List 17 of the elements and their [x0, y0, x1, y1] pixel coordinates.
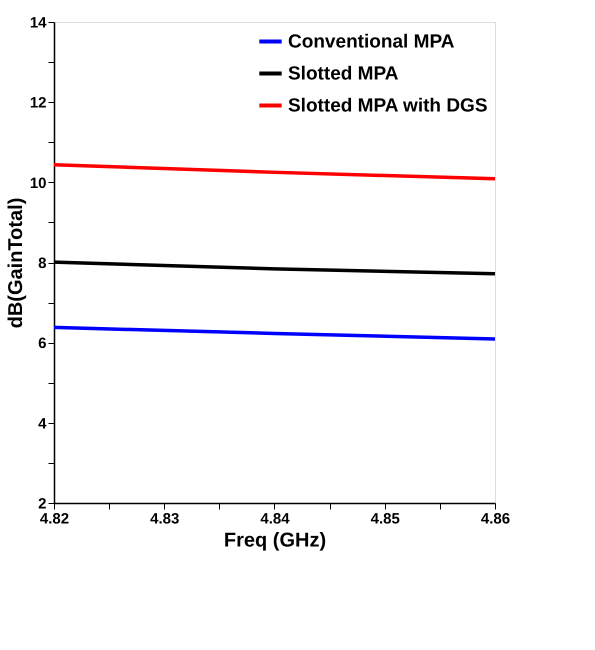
legend-label: Slotted MPA with DGS: [288, 96, 488, 116]
y-tick-label: 10: [30, 174, 46, 192]
x-tick-label: 4.86: [480, 510, 510, 528]
y-tick-label: 6: [38, 335, 46, 352]
y-axis-title: dB(GainTotal): [4, 198, 27, 328]
y-tick-label: 2: [38, 496, 46, 512]
y-tick-label: 12: [30, 94, 46, 112]
y-tick-label: 4: [38, 415, 48, 432]
x-axis-title: Freq (GHz): [224, 530, 326, 552]
x-tick-label: 4.85: [370, 510, 400, 528]
x-tick-label: 4.84: [260, 510, 290, 528]
y-tick-label: 14: [30, 14, 48, 32]
x-tick-label: 4.83: [150, 510, 180, 528]
legend-label: Slotted MPA: [288, 64, 399, 84]
x-tick-label: 4.82: [40, 510, 70, 528]
legend-label: Conventional MPA: [288, 32, 455, 52]
y-tick-label: 8: [38, 255, 46, 272]
